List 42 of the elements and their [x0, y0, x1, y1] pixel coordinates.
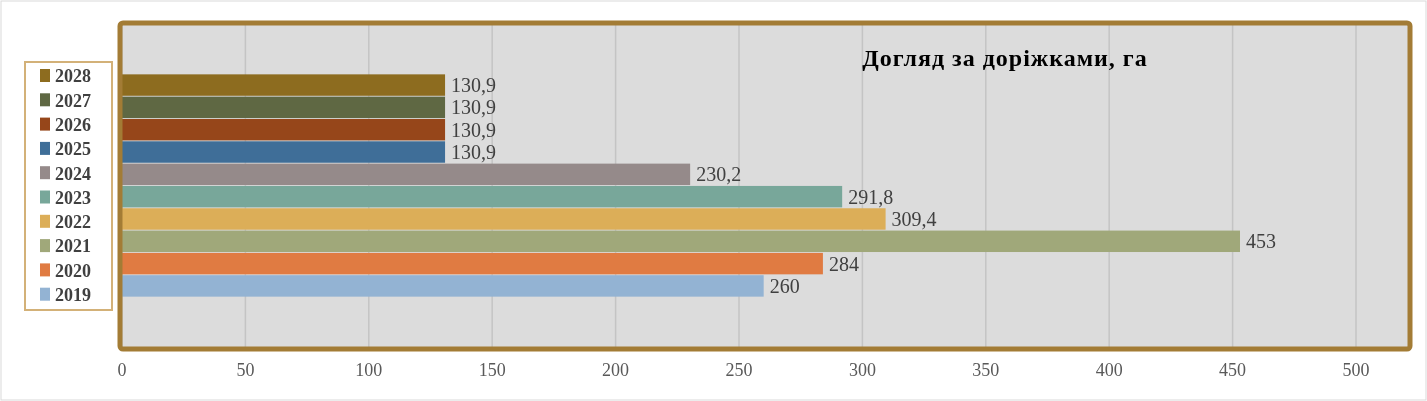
- legend-label: 2025: [55, 139, 91, 160]
- bar: [122, 230, 1240, 253]
- data-label: 284: [828, 252, 859, 275]
- data-label: 130,9: [451, 96, 497, 119]
- legend-label: 2023: [55, 187, 91, 208]
- legend-label: 2022: [55, 212, 91, 233]
- x-tick-label: 100: [355, 360, 383, 380]
- bar: [122, 208, 886, 230]
- bar: [122, 74, 446, 96]
- legend-label: 2024: [55, 163, 91, 184]
- data-label: 309,4: [891, 207, 937, 230]
- x-tick-label: 300: [848, 360, 876, 380]
- x-tick-label: 350: [972, 360, 1000, 380]
- data-label: 230,2: [696, 163, 742, 186]
- x-tick-label: 200: [602, 360, 630, 380]
- legend-label: 2019: [55, 285, 91, 305]
- legend-label: 2026: [55, 114, 91, 135]
- x-tick-label: 50: [236, 360, 255, 380]
- x-tick-label: 500: [1342, 360, 1370, 380]
- data-label: 130,9: [451, 118, 497, 141]
- data-label: 291,8: [848, 185, 894, 208]
- legend-label: 2021: [55, 236, 91, 257]
- legend-label: 2020: [55, 260, 91, 281]
- bar: [122, 118, 446, 141]
- legend-label: 2027: [55, 90, 91, 111]
- x-tick-label: 150: [478, 360, 506, 380]
- data-label: 130,9: [451, 141, 497, 164]
- bar: [122, 252, 823, 275]
- x-tick-label: 250: [725, 360, 753, 380]
- x-tick-label: 400: [1095, 360, 1123, 380]
- bar: [122, 185, 843, 208]
- legend-label: 2028: [55, 66, 91, 87]
- data-label: 453: [1246, 230, 1276, 253]
- text: Догляд за доріжками, га: [862, 45, 1148, 71]
- bar: [122, 96, 446, 119]
- x-tick-label: 0: [117, 360, 127, 380]
- bar: [122, 163, 691, 186]
- bar: [122, 275, 764, 297]
- data-label: 260: [769, 274, 800, 297]
- data-label: 130,9: [451, 74, 497, 97]
- bar: [122, 141, 446, 163]
- x-tick-label: 450: [1219, 360, 1247, 380]
